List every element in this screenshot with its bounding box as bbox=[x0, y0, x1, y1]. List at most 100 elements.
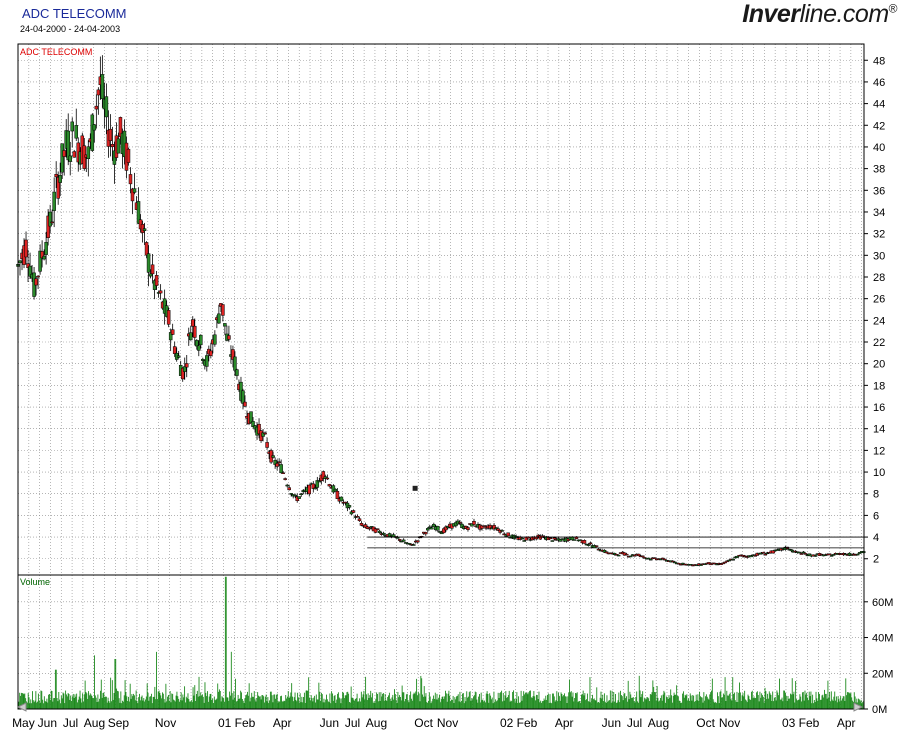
candle-body bbox=[831, 554, 836, 556]
candle-body bbox=[68, 155, 72, 162]
candle-body bbox=[265, 442, 269, 448]
volume-tick-label: 40M bbox=[872, 633, 893, 645]
price-tick-label: 32 bbox=[873, 229, 885, 241]
candle-body bbox=[315, 480, 320, 488]
candle-body bbox=[381, 532, 386, 535]
candle-body bbox=[26, 263, 30, 268]
price-tick-label: 38 bbox=[873, 164, 885, 176]
candle-body bbox=[176, 355, 181, 358]
price-tick-label: 48 bbox=[873, 55, 885, 67]
candle-body bbox=[444, 526, 448, 531]
candle-body bbox=[275, 463, 279, 467]
candle-body bbox=[857, 552, 862, 554]
candle-body bbox=[116, 138, 121, 154]
candle-body bbox=[616, 554, 621, 557]
price-tick-label: 16 bbox=[873, 402, 885, 414]
candle-body bbox=[293, 494, 297, 497]
candle-body bbox=[847, 552, 852, 556]
candle-body bbox=[761, 552, 766, 554]
candle-body bbox=[271, 455, 275, 458]
candle-body bbox=[572, 539, 577, 541]
candle-body bbox=[172, 346, 177, 354]
candle-body bbox=[128, 174, 133, 185]
volume-plot bbox=[17, 576, 865, 709]
candle-body bbox=[347, 505, 352, 508]
x-tick-label: Aug bbox=[84, 716, 105, 730]
candle-body bbox=[311, 483, 316, 489]
candle-body bbox=[596, 548, 601, 551]
candle-body bbox=[522, 540, 526, 542]
candle-body bbox=[331, 485, 336, 493]
candle-body bbox=[707, 562, 711, 565]
price-tick-label: 34 bbox=[873, 207, 885, 219]
candle-body bbox=[323, 476, 328, 479]
candle-body bbox=[283, 478, 287, 480]
candle-body bbox=[482, 525, 486, 527]
candle-body bbox=[205, 355, 209, 367]
candle-body bbox=[647, 557, 651, 560]
x-tick-label: Apr bbox=[273, 716, 292, 730]
candle-body bbox=[492, 525, 496, 530]
candle-body bbox=[233, 356, 237, 371]
candle-body bbox=[327, 484, 332, 487]
price-tick-label: 30 bbox=[873, 250, 885, 262]
price-tick-label: 40 bbox=[873, 142, 885, 154]
candle-body bbox=[472, 521, 476, 525]
candle-body bbox=[520, 537, 524, 540]
candle-body bbox=[94, 105, 99, 110]
candle-body bbox=[496, 528, 500, 531]
candle-body bbox=[436, 525, 440, 531]
volume-tick-label: 20M bbox=[872, 668, 893, 680]
date-range: 24-04-2000 - 24-04-2003 bbox=[20, 24, 121, 34]
candle-body bbox=[287, 487, 291, 491]
price-tick-label: 28 bbox=[873, 272, 885, 284]
x-tick-label: 02 Feb bbox=[500, 716, 538, 730]
candle-body bbox=[614, 554, 619, 556]
candle-body bbox=[136, 201, 141, 224]
candle-body bbox=[168, 332, 173, 341]
scroll-right-icon[interactable] bbox=[853, 702, 864, 712]
candle-body bbox=[494, 527, 498, 530]
candle-body bbox=[653, 557, 657, 559]
logo-part-rest: line.com bbox=[799, 0, 890, 28]
candle-body bbox=[401, 539, 406, 542]
candle-body bbox=[727, 559, 731, 562]
candle-body bbox=[257, 423, 261, 435]
candle-body bbox=[725, 560, 729, 563]
candle-body bbox=[227, 335, 231, 340]
candle-body bbox=[799, 553, 804, 555]
x-tick-label: Sep bbox=[108, 716, 130, 730]
candle-body bbox=[424, 532, 428, 535]
candle-body bbox=[170, 329, 175, 335]
x-tick-label: Nov bbox=[155, 716, 176, 730]
candle-body bbox=[550, 540, 555, 542]
candle-body bbox=[279, 464, 283, 474]
inverline-logo[interactable]: Inverline.com® bbox=[742, 0, 897, 29]
x-tick-label: Jul bbox=[345, 716, 360, 730]
candle-body bbox=[235, 369, 239, 376]
x-tick-label: Jul bbox=[63, 716, 78, 730]
scroll-left-icon[interactable] bbox=[16, 702, 27, 712]
x-tick-label: Apr bbox=[837, 716, 856, 730]
candle-body bbox=[209, 350, 213, 357]
candle-body bbox=[142, 228, 147, 231]
chart-title: ADC TELECOMM bbox=[22, 6, 127, 21]
candle-body bbox=[640, 555, 645, 558]
candle-body bbox=[132, 188, 137, 193]
candle-body bbox=[36, 275, 40, 278]
candle-body bbox=[659, 558, 663, 561]
price-tick-label: 44 bbox=[873, 99, 885, 111]
candle-body bbox=[184, 363, 189, 368]
candle-body bbox=[548, 537, 553, 540]
candle-body bbox=[411, 544, 416, 546]
candle-body bbox=[649, 558, 653, 561]
candle-body bbox=[108, 128, 113, 141]
price-tick-label: 18 bbox=[873, 380, 885, 392]
x-tick-label: Jun bbox=[38, 716, 57, 730]
candle-body bbox=[182, 366, 187, 372]
candle-body bbox=[813, 555, 818, 557]
candle-body bbox=[588, 542, 593, 545]
candle-body bbox=[72, 151, 76, 158]
x-tick-label: Jul bbox=[627, 716, 642, 730]
